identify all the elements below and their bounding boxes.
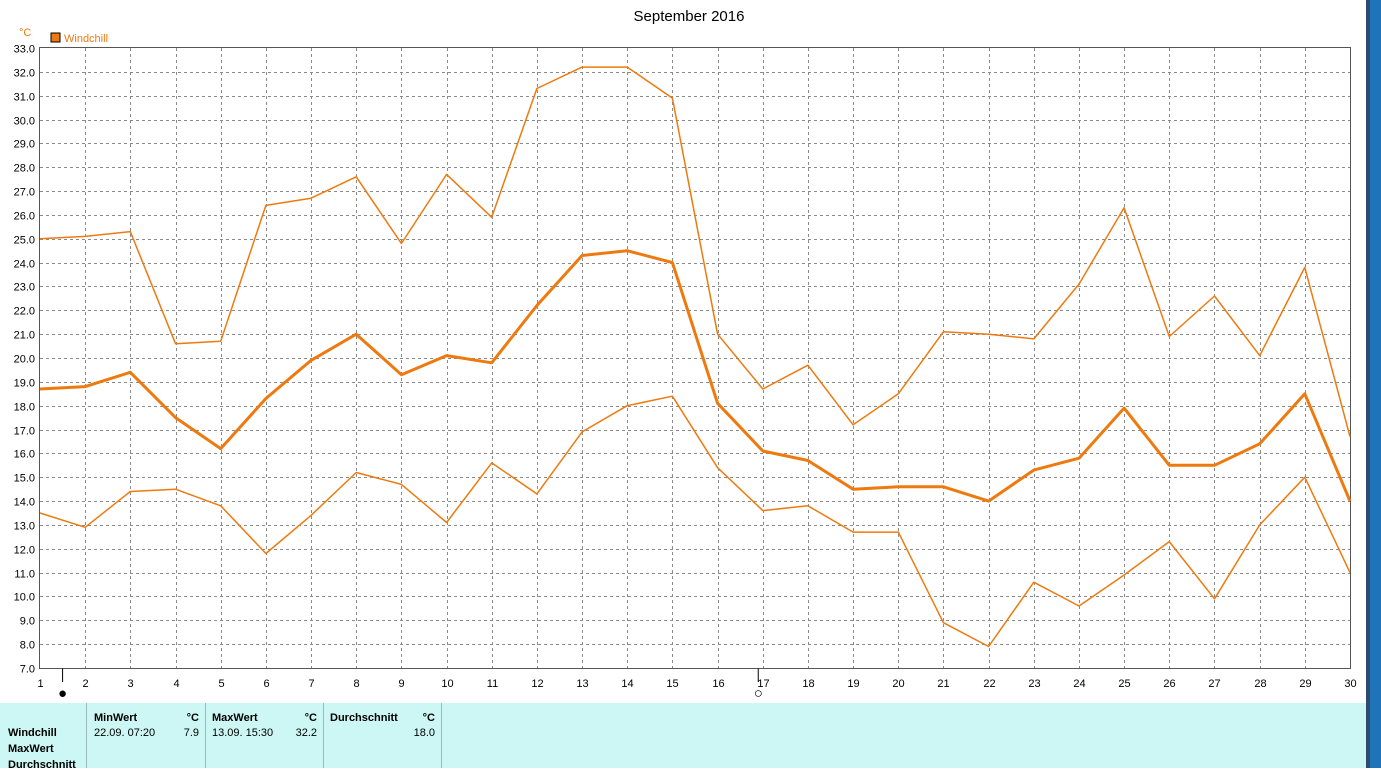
window-edge-dark xyxy=(1366,0,1370,768)
min-header: MinWert xyxy=(94,712,138,724)
legend-swatch xyxy=(50,32,61,43)
plot-frame xyxy=(39,47,1351,669)
y-tick-label: 31.0 xyxy=(14,92,35,104)
x-tick-label: 7 xyxy=(308,678,314,690)
x-tick-label: 19 xyxy=(847,678,859,690)
x-tick-label: 23 xyxy=(1028,678,1040,690)
row-label-windchill: Windchill xyxy=(8,727,57,739)
x-tick-label: 21 xyxy=(937,678,949,690)
series-line-max xyxy=(39,66,1351,437)
y-tick-label: 24.0 xyxy=(14,259,35,271)
series-line-average xyxy=(39,249,1352,503)
window-edge-blue xyxy=(1370,0,1381,768)
x-tick-label: 2 xyxy=(82,678,88,690)
x-tick-label: 15 xyxy=(666,678,678,690)
x-tick-label: 30 xyxy=(1344,678,1356,690)
y-tick-label: 28.0 xyxy=(14,163,35,175)
full-moon-icon: ○ xyxy=(754,685,763,702)
y-unit-label: °C xyxy=(19,27,31,39)
y-tick-label: 23.0 xyxy=(14,282,35,294)
x-tick-label: 28 xyxy=(1254,678,1266,690)
x-tick-label: 8 xyxy=(353,678,359,690)
min-value: 7.9 xyxy=(183,727,199,739)
y-tick-label: 33.0 xyxy=(14,44,35,56)
grid xyxy=(40,48,1350,668)
y-tick-label: 17.0 xyxy=(14,426,35,438)
stats-row-labels: Windchill MaxWert Durchschnitt xyxy=(0,703,87,771)
y-tick-label: 16.0 xyxy=(14,449,35,461)
x-tick-label: 12 xyxy=(531,678,543,690)
x-tick-label: 1 xyxy=(37,678,43,690)
y-tick-label: 18.0 xyxy=(14,402,35,414)
x-tick-label: 29 xyxy=(1299,678,1311,690)
max-header: MaxWert xyxy=(212,712,258,724)
x-tick-label: 26 xyxy=(1163,678,1175,690)
y-tick-label: 32.0 xyxy=(14,68,35,80)
x-tick-label: 5 xyxy=(218,678,224,690)
x-tick-label: 22 xyxy=(983,678,995,690)
y-tick-label: 25.0 xyxy=(14,235,35,247)
stats-panel: Windchill MaxWert Durchschnitt MinWert °… xyxy=(0,703,1366,771)
x-tick-label: 25 xyxy=(1118,678,1130,690)
stats-col-max: MaxWert °C 13.09. 15:30 32.2 xyxy=(206,703,324,768)
y-tick-label: 10.0 xyxy=(14,592,35,604)
y-tick-label: 13.0 xyxy=(14,521,35,533)
legend-label: Windchill xyxy=(64,33,108,45)
series-line-min xyxy=(39,395,1351,648)
min-unit: °C xyxy=(186,712,199,724)
x-tick-label: 14 xyxy=(621,678,633,690)
avg-unit: °C xyxy=(422,712,435,724)
window-edge xyxy=(1366,0,1381,768)
avg-header: Durchschnitt xyxy=(330,712,398,724)
max-value: 32.2 xyxy=(295,727,317,739)
x-tick-label: 16 xyxy=(712,678,724,690)
stats-col-min: MinWert °C 22.09. 07:20 7.9 xyxy=(87,703,206,768)
y-tick-label: 19.0 xyxy=(14,378,35,390)
x-tick-label: 17 xyxy=(757,678,769,690)
chart-title: September 2016 xyxy=(634,8,745,25)
x-tick-label: 24 xyxy=(1073,678,1085,690)
y-tick-label: 30.0 xyxy=(14,116,35,128)
y-tick-label: 9.0 xyxy=(20,616,35,628)
x-tick-label: 13 xyxy=(576,678,588,690)
max-when: 13.09. 15:30 xyxy=(212,727,274,739)
windchill-chart: September 2016 °C Windchill 7.0 8.0 9.0 10.… xyxy=(14,8,1357,702)
x-tick-label: 6 xyxy=(263,678,269,690)
x-tick-label: 20 xyxy=(892,678,904,690)
x-tick-label: 4 xyxy=(173,678,179,690)
y-tick-label: 20.0 xyxy=(14,354,35,366)
moon-markers: ● ○ xyxy=(58,668,763,702)
y-tick-label: 8.0 xyxy=(20,640,35,652)
y-tick-label: 7.0 xyxy=(20,664,35,676)
stats-col-avg: Durchschnitt °C 18.0 xyxy=(324,703,442,768)
x-tick-label: 3 xyxy=(127,678,133,690)
y-tick-label: 14.0 xyxy=(14,497,35,509)
x-tick-label: 27 xyxy=(1208,678,1220,690)
min-when: 22.09. 07:20 xyxy=(94,727,156,739)
tick-labels: 7.0 8.0 9.0 10.0 11.0 12.0 13.0 14.0 15.0 16.0 17.… xyxy=(14,44,1357,691)
x-tick-label: 11 xyxy=(487,678,498,690)
y-tick-label: 21.0 xyxy=(14,330,35,342)
y-tick-label: 22.0 xyxy=(14,306,35,318)
row-label-maxwert: MaxWert xyxy=(8,743,54,755)
series-layer xyxy=(39,66,1352,648)
row-label-durchschnitt: Durchschnitt xyxy=(8,759,76,771)
y-tick-label: 15.0 xyxy=(14,473,35,485)
y-tick-label: 11.0 xyxy=(14,569,35,581)
y-tick-label: 27.0 xyxy=(14,187,35,199)
y-tick-label: 12.0 xyxy=(14,545,35,557)
x-tick-label: 9 xyxy=(398,678,404,690)
y-tick-label: 26.0 xyxy=(14,211,35,223)
y-tick-label: 29.0 xyxy=(14,139,35,151)
x-tick-label: 10 xyxy=(441,678,453,690)
max-unit: °C xyxy=(304,712,317,724)
avg-value: 18.0 xyxy=(413,727,435,739)
x-tick-label: 18 xyxy=(802,678,814,690)
new-moon-icon: ● xyxy=(58,685,67,702)
